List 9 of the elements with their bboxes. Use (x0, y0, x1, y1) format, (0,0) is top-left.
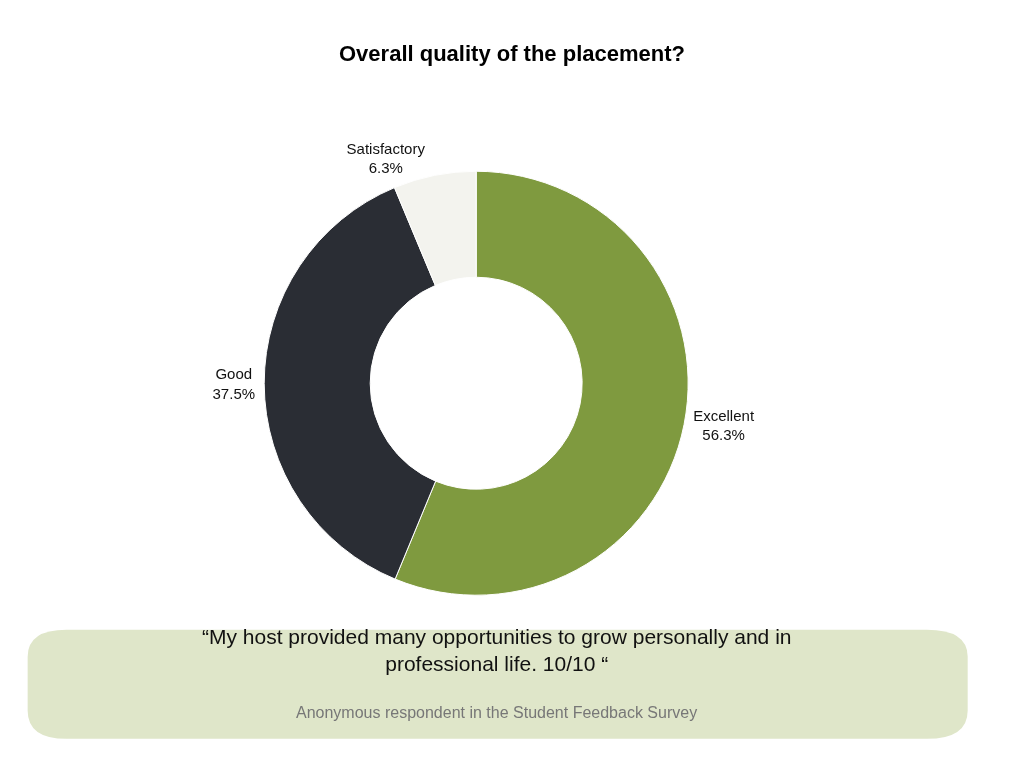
data-label: 37.5% (212, 384, 256, 402)
chart-title: Overall quality of the placement? (339, 41, 685, 67)
slice-label: Excellent (693, 406, 755, 424)
text: “My host provided many opportunities to grow personally and in professional life. 10/10 “ (202, 625, 792, 676)
data-label: 6.3% (368, 159, 403, 177)
slice-label: Good (215, 365, 253, 383)
data-label: 56.3% (702, 426, 745, 444)
slice-label: Satisfactory (346, 139, 426, 157)
text: Anonymous respondent in the Student Feedback Survey (296, 704, 698, 721)
